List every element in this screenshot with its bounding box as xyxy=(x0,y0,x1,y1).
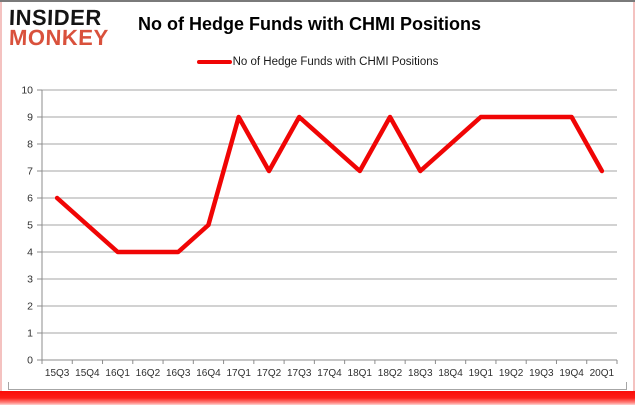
page-right-border xyxy=(633,2,635,391)
x-axis-label: 16Q2 xyxy=(136,368,161,379)
x-axis-label: 19Q1 xyxy=(469,368,494,379)
legend-series-label: No of Hedge Funds with CHMI Positions xyxy=(232,56,439,68)
page-left-border xyxy=(0,2,2,391)
y-axis-label: 9 xyxy=(27,112,33,124)
chmi-positions-series-line xyxy=(54,114,605,255)
x-axis-label: 17Q3 xyxy=(287,368,312,379)
x-axis-label: 15Q3 xyxy=(45,368,70,379)
y-axis-label: 1 xyxy=(27,328,33,340)
x-axis-label: 19Q4 xyxy=(559,368,584,379)
x-axis-label: 16Q1 xyxy=(105,368,130,379)
x-axis-label: 17Q1 xyxy=(226,368,251,379)
y-axis-label: 10 xyxy=(21,85,33,97)
x-axis-label: 19Q3 xyxy=(529,368,554,379)
x-axis-label: 18Q2 xyxy=(378,368,403,379)
x-axis-label: 20Q1 xyxy=(590,368,615,379)
chart-legend: No of Hedge Funds with CHMI Positions xyxy=(0,55,635,69)
legend-line-swatch xyxy=(196,60,232,64)
page-bottom-red-bar xyxy=(0,391,635,405)
x-axis-label: 16Q4 xyxy=(196,368,221,379)
x-axis-label: 17Q4 xyxy=(317,368,342,379)
y-axis-label: 3 xyxy=(27,274,33,286)
y-axis-label: 0 xyxy=(27,355,33,367)
page-top-border xyxy=(0,0,635,2)
x-axis-label: 17Q2 xyxy=(257,368,282,379)
chart-svg: 0 1 2 3 4 5 6 7 8 9 10 15Q3 15Q4 16Q1 16Q2 16Q3 16Q4 17Q1… xyxy=(21,85,618,379)
x-axis-label: 18Q1 xyxy=(348,368,373,379)
y-axis-label: 5 xyxy=(27,220,33,232)
y-axis-label: 6 xyxy=(27,193,33,205)
y-axis-label: 8 xyxy=(27,139,33,151)
x-axis-label: 16Q3 xyxy=(166,368,191,379)
x-axis-label: 18Q3 xyxy=(408,368,433,379)
x-axis-label: 19Q2 xyxy=(499,368,524,379)
y-axis-label: 4 xyxy=(27,247,33,259)
y-axis-label: 7 xyxy=(27,166,33,178)
x-axis-label: 15Q4 xyxy=(75,368,100,379)
y-axis-label: 2 xyxy=(27,301,33,313)
chart-title: No of Hedge Funds with CHMI Positions xyxy=(138,14,481,34)
x-axis-label: 18Q4 xyxy=(438,368,463,379)
chart-frame-border xyxy=(8,382,627,390)
